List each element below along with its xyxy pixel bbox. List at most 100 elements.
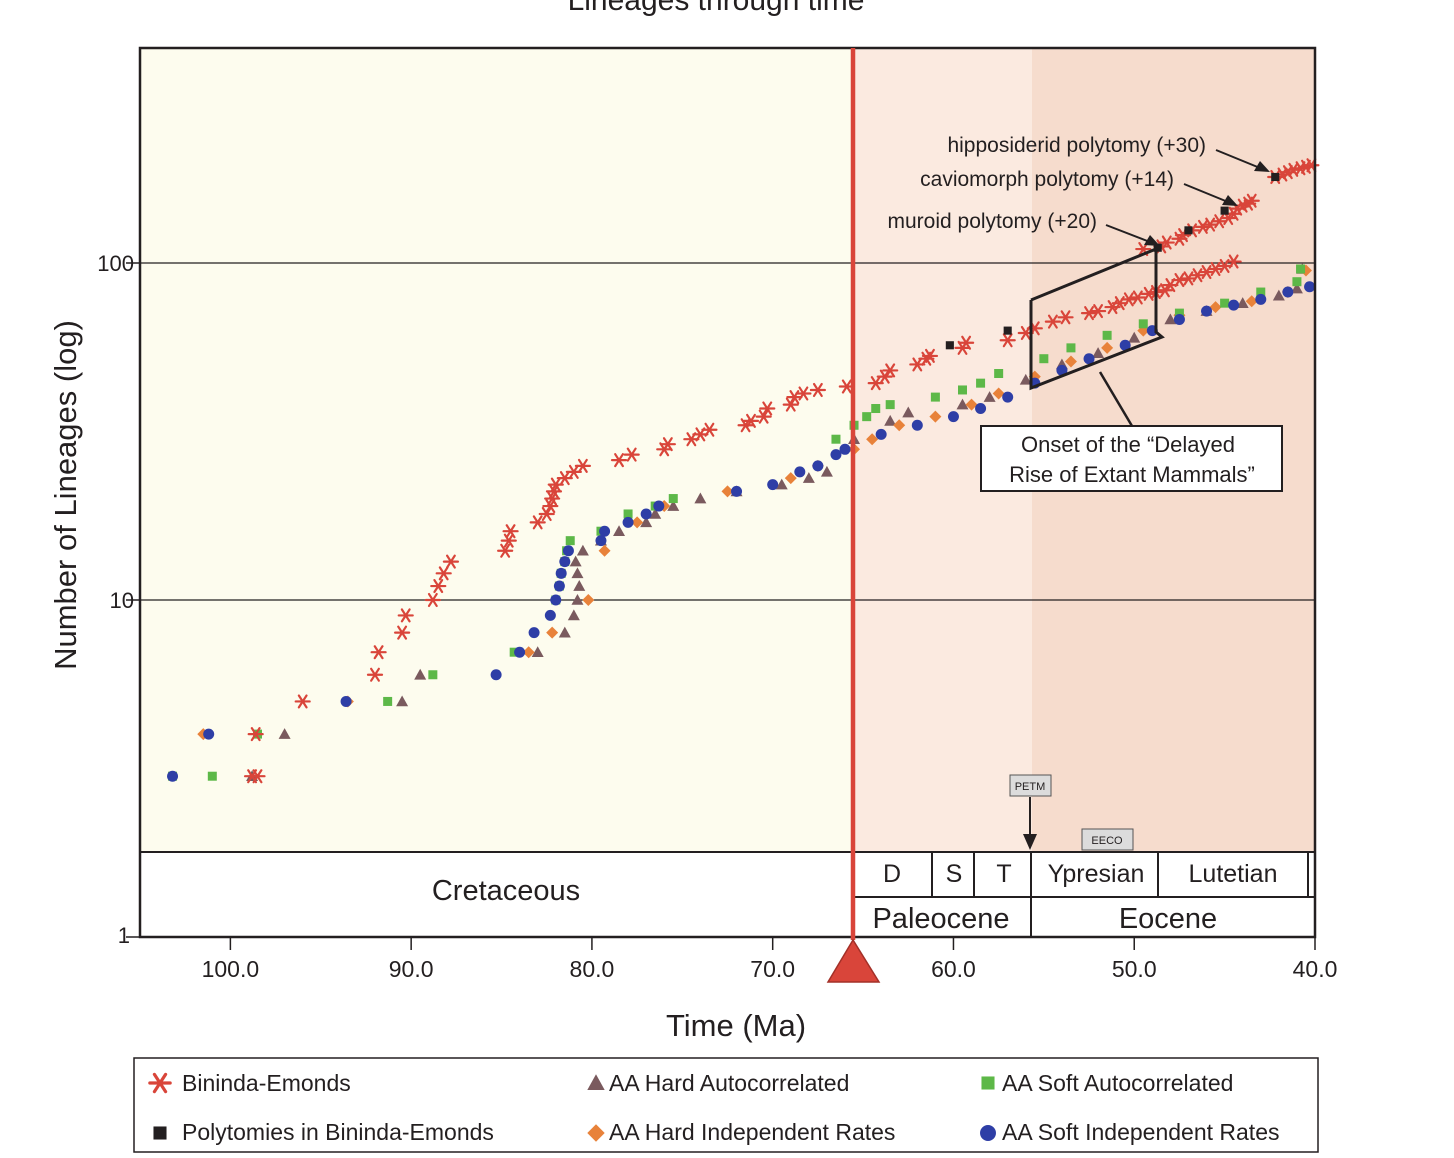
caviomorph-annotation: caviomorph polytomy (+14) (920, 168, 1174, 191)
y-tick-label: 100 (97, 251, 134, 276)
bininda-emonds-point (701, 422, 718, 437)
polytomy-point (1184, 226, 1193, 235)
soft-independent-point (340, 695, 352, 707)
legend-circle-icon (980, 1125, 996, 1141)
bininda-emonds-point (742, 413, 760, 428)
bininda-emonds-point (435, 566, 452, 581)
soft-independent-point (794, 466, 806, 478)
hard-independent-point (582, 594, 595, 606)
bininda-emonds-point (394, 625, 411, 640)
bininda-emonds-point (1225, 254, 1242, 269)
soft-independent-point (555, 567, 567, 579)
x-tick-label: 50.0 (1112, 956, 1157, 982)
caviomorph-arrowhead (1222, 195, 1238, 206)
bininda-emonds-point (809, 382, 826, 398)
bininda-emonds-point (999, 333, 1016, 348)
soft-autocorrelated-point (1174, 308, 1184, 318)
cretaceous-label: Cretaceous (432, 875, 580, 907)
hard-autocorrelated-point (694, 492, 707, 504)
hard-autocorrelated-point (558, 626, 571, 638)
soft-autocorrelated-point (862, 412, 872, 422)
legend-label-bininda: Bininda-Emonds (182, 1070, 351, 1096)
hard-independent-point (546, 626, 559, 639)
plot-frame (138, 46, 1317, 939)
hard-autocorrelated-point (613, 525, 626, 537)
hard-autocorrelated-point (1236, 297, 1249, 308)
legend-label-hard-indep: AA Hard Independent Rates (609, 1119, 895, 1145)
hard-autocorrelated-point (820, 465, 833, 477)
soft-autocorrelated-point (1066, 343, 1076, 353)
soft-independent-point (599, 525, 611, 537)
soft-autocorrelated-point (1220, 298, 1230, 308)
hard-independent-point (1209, 301, 1222, 314)
soft-independent-point (812, 460, 824, 472)
soft-independent-point (514, 646, 526, 658)
legend-label-soft-indep: AA Soft Independent Rates (1002, 1119, 1279, 1145)
hard-independent-point (631, 516, 644, 529)
soft-autocorrelated-point (565, 536, 575, 546)
soft-independent-point (167, 770, 179, 782)
legend-diamond-icon (587, 1124, 605, 1142)
eeco-label: EECO (1091, 835, 1123, 847)
soft-autocorrelated-point (885, 400, 895, 410)
soft-independent-point (1201, 305, 1213, 317)
hard-autocorrelated-point (640, 516, 653, 528)
x-tick-label: 90.0 (389, 956, 434, 982)
hard-autocorrelated-point (1092, 347, 1105, 358)
soft-independent-point (830, 449, 842, 461)
soft-independent-point (839, 443, 851, 455)
bininda-emonds-point (397, 608, 414, 623)
hard-autocorrelated-point (1019, 373, 1032, 385)
soft-independent-point (875, 428, 887, 440)
y-axis-title: Number of Lineages (log) (48, 320, 83, 670)
soft-independent-point (622, 516, 634, 528)
soft-independent-point (595, 535, 607, 547)
hard-autocorrelated-point (567, 609, 580, 621)
polytomy-point (1003, 326, 1012, 335)
soft-autocorrelated-point (1039, 354, 1049, 364)
soft-independent-point (947, 411, 959, 423)
legend-square-icon (981, 1076, 995, 1090)
soft-independent-point (528, 627, 540, 639)
hard-autocorrelated-point (902, 406, 915, 418)
hard-independent-point (1101, 341, 1114, 354)
hard-autocorrelated-point (576, 544, 589, 556)
soft-autocorrelated-point (668, 494, 678, 504)
soft-independent-point (911, 419, 923, 431)
bininda-emonds-point (795, 386, 812, 401)
caviomorph-arrow (1183, 183, 1229, 203)
bininda-emonds-point (1044, 314, 1061, 329)
bininda-emonds-point (529, 515, 546, 530)
soft-independent-point (550, 594, 562, 606)
soft-autocorrelated-point (1256, 287, 1266, 297)
hard-autocorrelated-point (775, 478, 788, 490)
x-tick-label: 40.0 (1293, 956, 1338, 982)
hard-independent-point (522, 646, 535, 659)
eeco-tag (1081, 828, 1134, 851)
y-tick-label: 10 (110, 588, 134, 613)
bininda-emonds-point (542, 499, 559, 514)
hard-independent-point (929, 410, 942, 423)
bininda-emonds-point (610, 453, 628, 468)
legend-asterisk-icon (148, 1072, 172, 1094)
cretaceous-background (140, 48, 854, 852)
soft-independent-point (1282, 286, 1294, 298)
soft-independent-point (1255, 293, 1267, 305)
soft-autocorrelated-point (383, 696, 393, 706)
hard-independent-point (866, 433, 879, 446)
hipposiderid-annotation: hipposiderid polytomy (+30) (947, 134, 1206, 157)
hard-autocorrelated-point (884, 414, 897, 426)
soft-independent-point (203, 728, 215, 740)
hard-autocorrelated-point (571, 594, 584, 605)
polytomy-point (945, 341, 954, 350)
soft-autocorrelated-point (207, 771, 217, 781)
hard-autocorrelated-point (1272, 289, 1285, 301)
selandian-label: S (946, 860, 963, 888)
hard-autocorrelated-point (414, 668, 427, 680)
legend: Bininda-Emonds AA Hard Autocorrelated AA… (133, 1057, 1319, 1153)
x-tick-label: 80.0 (570, 956, 615, 982)
petm-tag (1009, 774, 1052, 797)
bininda-emonds-point (876, 369, 893, 384)
bininda-emonds-point (247, 727, 264, 742)
bininda-emonds-point (243, 769, 261, 784)
